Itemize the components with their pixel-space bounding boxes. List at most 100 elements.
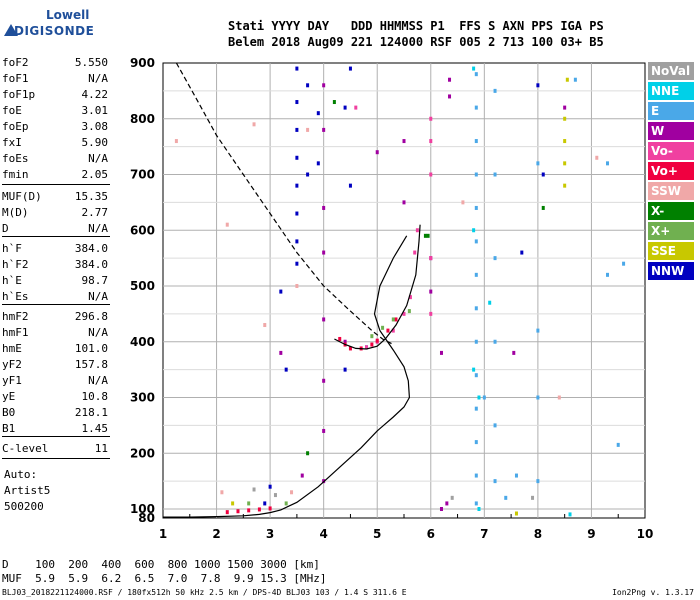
param-key: M(D) <box>2 206 29 219</box>
param-key: fmin <box>2 168 29 181</box>
echo-point <box>563 183 567 188</box>
footer-info: BLJ03_2018221124000.RSF / 180fx512h 50 k… <box>2 588 407 597</box>
profile-curve <box>163 235 411 518</box>
echo-point <box>482 395 486 400</box>
echo-point <box>520 250 524 255</box>
separator <box>2 184 110 185</box>
param-row: h`Es N/A <box>2 290 108 305</box>
param-key: C-level <box>2 442 49 455</box>
echo-point <box>322 378 326 383</box>
echo-point <box>273 493 277 498</box>
echo-point <box>407 309 411 314</box>
echo-point <box>370 334 374 339</box>
x-tick-label: 1 <box>159 527 167 541</box>
x-tick-label: 10 <box>637 527 654 541</box>
echo-point <box>429 289 433 294</box>
echo-point <box>225 510 229 515</box>
echo-point <box>284 367 288 372</box>
echo-point <box>474 306 478 311</box>
separator <box>2 236 110 237</box>
param-value: 5.550 <box>74 56 108 69</box>
param-key: hmF1 <box>2 326 29 339</box>
echo-point <box>295 155 299 160</box>
param-row: foE 3.01 <box>2 104 108 119</box>
x-tick-label: 6 <box>427 527 435 541</box>
echo-point <box>279 350 283 355</box>
param-row: M(D) 2.77 <box>2 206 108 221</box>
echo-point <box>322 127 326 132</box>
param-row: hmF1 N/A <box>2 326 108 341</box>
echo-point <box>439 507 443 511</box>
echo-point <box>426 233 430 238</box>
echo-point <box>408 295 412 300</box>
legend-item: Vo+ <box>648 162 694 180</box>
echo-point <box>316 161 320 166</box>
echo-point <box>606 272 610 277</box>
echo-point <box>474 406 478 411</box>
x-tick-label: 2 <box>212 527 220 541</box>
echo-point <box>284 501 288 506</box>
logo-line1: Lowell <box>46 8 90 22</box>
legend-item: NNW <box>648 262 694 280</box>
param-key: yF2 <box>2 358 22 371</box>
echo-point <box>402 200 406 205</box>
trace-curve <box>334 224 421 350</box>
echo-point <box>322 250 326 255</box>
param-row: foF1 N/A <box>2 72 108 87</box>
echo-point <box>474 139 478 144</box>
legend-item: NNE <box>648 82 694 100</box>
echo-point <box>295 66 299 71</box>
param-key: hmF2 <box>2 310 29 323</box>
echo-point <box>354 105 358 110</box>
param-row: B0 218.1 <box>2 406 108 421</box>
echo-point <box>557 395 561 400</box>
echo-point <box>429 256 433 261</box>
param-value: 2.77 <box>81 206 109 219</box>
legend-item: Vo- <box>648 142 694 160</box>
x-tick-label: 4 <box>319 527 327 541</box>
echo-point <box>536 328 540 333</box>
echo-point <box>365 345 369 350</box>
echo-point <box>322 317 326 322</box>
param-value: 3.01 <box>81 104 109 117</box>
autoscale-line: Auto: <box>4 468 38 481</box>
echo-point <box>268 506 272 511</box>
param-key: h`E <box>2 274 22 287</box>
echo-point <box>474 339 478 344</box>
echo-point <box>413 250 417 255</box>
echo-point <box>472 228 476 233</box>
echo-point <box>268 484 272 489</box>
echo-point <box>573 77 577 82</box>
echo-point <box>306 127 310 132</box>
param-value: 5.90 <box>81 136 109 149</box>
echo-point <box>474 105 478 110</box>
digisonde-logo: Lowell DIGISONDE <box>4 6 154 50</box>
echo-point <box>263 323 267 328</box>
echo-point <box>514 473 518 478</box>
param-key: B1 <box>2 422 16 435</box>
legend-item: E <box>648 102 694 120</box>
echo-point <box>565 77 569 82</box>
dashed-curve <box>175 62 394 346</box>
param-value: 11 <box>94 442 108 455</box>
y-tick-label: 200 <box>130 446 155 460</box>
echo-point <box>474 205 478 210</box>
echo-point <box>391 328 395 333</box>
echo-point <box>512 350 516 355</box>
echo-point <box>474 72 478 77</box>
echo-point <box>322 83 326 88</box>
echo-point <box>472 367 476 372</box>
separator <box>2 436 110 437</box>
echo-point <box>322 428 326 433</box>
echo-point <box>252 122 256 127</box>
echo-point <box>415 228 419 233</box>
echo-point <box>375 150 379 155</box>
param-value: 218.1 <box>74 406 108 419</box>
param-row: yE 10.8 <box>2 390 108 405</box>
param-value: 384.0 <box>74 258 108 271</box>
y-tick-label: 700 <box>130 168 155 182</box>
y-tick-label: 900 <box>130 56 155 70</box>
echo-point <box>450 495 454 500</box>
param-value: 1.45 <box>81 422 109 435</box>
echo-point <box>295 127 299 132</box>
